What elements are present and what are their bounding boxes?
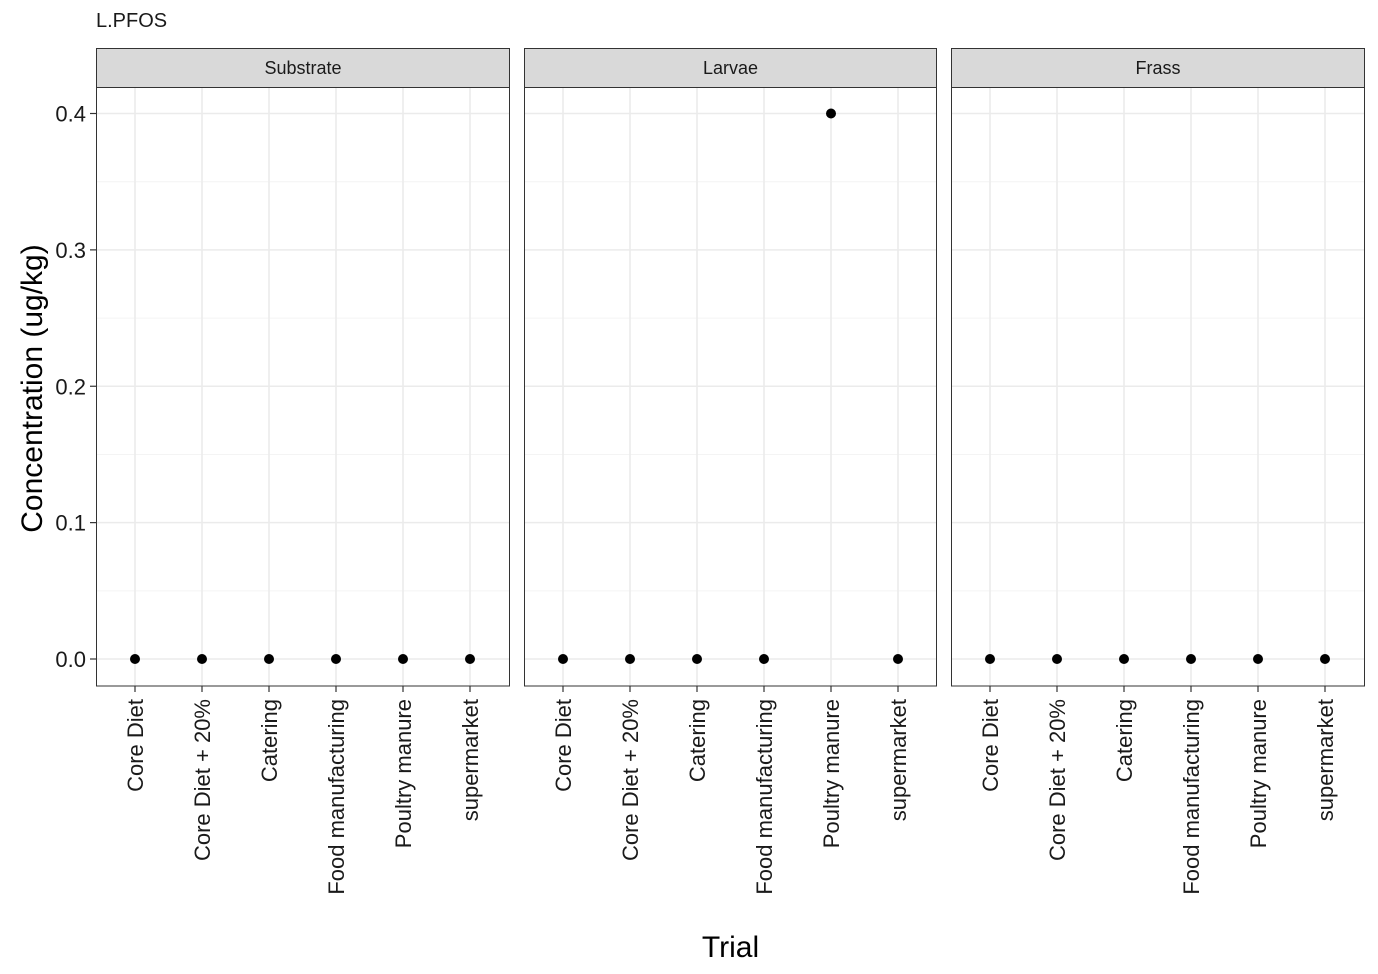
- x-tick-label: Catering: [257, 699, 282, 782]
- x-tick-label: Core Diet + 20%: [618, 699, 643, 861]
- x-tick-label: Catering: [685, 699, 710, 782]
- x-tick-label: supermarket: [1313, 699, 1338, 821]
- x-axis-title: Trial: [702, 931, 759, 964]
- x-tick-label: Core Diet + 20%: [1045, 699, 1070, 861]
- facet-strip-label: Substrate: [264, 58, 341, 78]
- data-point: [826, 108, 836, 119]
- data-point: [1119, 654, 1129, 664]
- x-tick-label: Poultry manure: [391, 699, 416, 848]
- chart-title: L.PFOS: [96, 10, 168, 32]
- x-tick-label: Core Diet + 20%: [190, 699, 215, 861]
- facet-strip-label: Larvae: [703, 58, 758, 78]
- x-tick-label: Poultry manure: [819, 699, 844, 848]
- data-point: [558, 654, 568, 664]
- data-point: [1253, 654, 1263, 664]
- y-tick-label: 0.1: [55, 511, 86, 536]
- data-point: [398, 654, 408, 664]
- x-tick-label: supermarket: [458, 699, 483, 821]
- x-tick-label: Core Diet: [551, 699, 576, 792]
- y-tick-label: 0.3: [55, 238, 86, 263]
- facet-strip: [96, 48, 510, 88]
- data-point: [893, 654, 903, 664]
- data-point: [264, 654, 274, 664]
- data-point: [692, 654, 702, 664]
- x-tick-label: supermarket: [886, 699, 911, 821]
- data-point: [625, 654, 635, 664]
- x-tick-label: Core Diet: [978, 699, 1003, 792]
- x-tick-label: Poultry manure: [1246, 699, 1271, 848]
- y-tick-label: 0.0: [55, 647, 86, 672]
- data-point: [1052, 654, 1062, 664]
- data-point: [331, 654, 341, 664]
- data-point: [197, 654, 207, 664]
- facet-strip: [524, 48, 937, 88]
- data-point: [130, 654, 140, 664]
- data-point: [1186, 654, 1196, 664]
- x-tick-label: Core Diet: [123, 699, 148, 792]
- x-tick-label: Food manufacturing: [752, 699, 777, 895]
- x-tick-label: Catering: [1112, 699, 1137, 782]
- y-tick-label: 0.2: [55, 374, 86, 399]
- y-axis-title: Concentration (ug/kg): [16, 244, 49, 533]
- x-tick-label: Food manufacturing: [1179, 699, 1204, 895]
- data-point: [985, 654, 995, 664]
- facet-strip: [951, 48, 1365, 88]
- y-tick-label: 0.4: [55, 102, 86, 127]
- data-point: [465, 654, 475, 664]
- data-point: [1320, 654, 1330, 664]
- facet-strip-label: Frass: [1136, 58, 1181, 78]
- data-point: [759, 654, 769, 664]
- x-tick-label: Food manufacturing: [324, 699, 349, 895]
